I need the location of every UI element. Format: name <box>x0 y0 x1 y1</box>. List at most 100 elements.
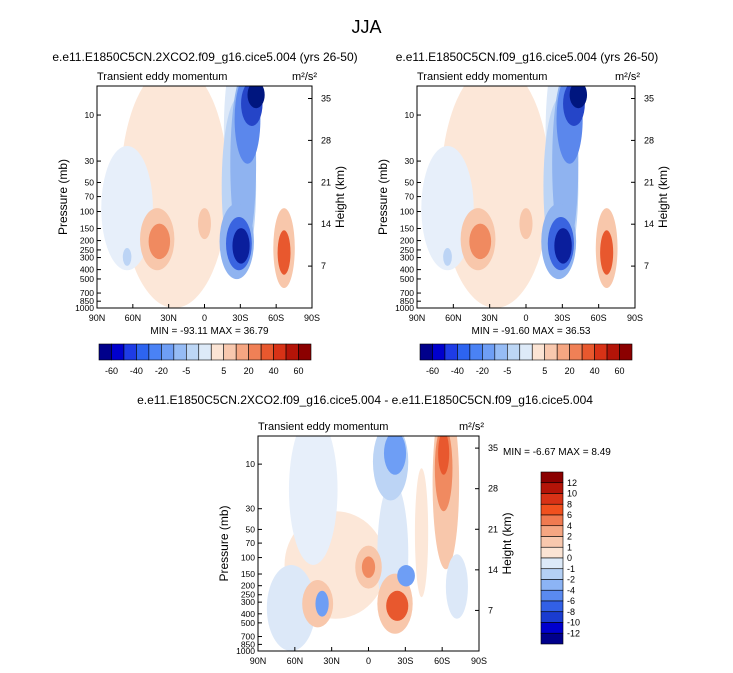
colorbar-swatch <box>111 343 125 361</box>
colorbar-swatch <box>260 343 274 361</box>
y-tick-label: 700 <box>241 632 255 642</box>
y-tick-label: 250 <box>241 590 255 600</box>
x-tick-label: 60N <box>445 313 462 323</box>
panel-title: e.e11.E1850C5CN.f09_g16.cice5.004 (yrs 2… <box>396 50 659 64</box>
colorbar-label: -2 <box>567 575 575 585</box>
colorbar-label: 1 <box>567 542 572 552</box>
colorbar-label: -8 <box>567 607 575 617</box>
colorbar-label: -4 <box>567 585 575 595</box>
y-tick-label: 200 <box>80 236 94 246</box>
colorbar-label: 5 <box>542 366 547 376</box>
contour-region <box>226 216 252 271</box>
y-right-tick-label: 7 <box>488 605 493 615</box>
contour-field <box>258 436 479 651</box>
contour-region <box>421 145 474 271</box>
contour-region <box>284 511 387 619</box>
colorbar-label: -60 <box>105 366 118 376</box>
x-tick-label: 60N <box>287 656 304 666</box>
colorbar-swatch <box>210 343 225 361</box>
x-tick-label: 30N <box>481 313 498 323</box>
y-tick-label: 1000 <box>75 303 94 313</box>
y-tick-label: 50 <box>246 524 256 534</box>
panel-top-right: e.e11.E1850C5CN.f09_g16.cice5.004 (yrs 2… <box>376 50 670 337</box>
contour-region <box>563 86 585 126</box>
contour-region <box>101 145 153 271</box>
y-tick-label: 300 <box>80 253 94 263</box>
y-tick-label: 30 <box>246 504 256 514</box>
contour-region <box>198 208 211 240</box>
y-tick-label: 850 <box>400 296 414 306</box>
colorbar-swatch <box>540 622 564 634</box>
y-tick-label: 1000 <box>236 646 255 656</box>
y-tick-label: 100 <box>241 553 255 563</box>
x-tick-label: 30N <box>323 656 340 666</box>
y-right-axis-label: Height (km) <box>333 166 347 228</box>
colorbar-swatch <box>494 343 508 361</box>
contour-region <box>247 86 265 109</box>
colorbar-swatch <box>540 632 564 645</box>
panel-variable-label: Transient eddy momentum <box>97 71 227 83</box>
y-tick-label: 150 <box>400 224 414 234</box>
y-right-tick-label: 7 <box>321 261 326 271</box>
contour-region <box>595 208 618 289</box>
colorbar-swatch <box>223 343 237 361</box>
panel-variable-label: Transient eddy momentum <box>258 421 388 433</box>
y-tick-label: 100 <box>400 207 414 217</box>
y-axis-label: Pressure (mb) <box>376 159 390 235</box>
y-tick-label: 850 <box>80 296 94 306</box>
colorbar-swatch <box>531 343 546 361</box>
colorbar-swatch <box>540 579 564 591</box>
page-title: JJA <box>351 17 382 37</box>
x-tick-label: 90N <box>89 313 106 323</box>
colorbar-label: -40 <box>451 366 464 376</box>
y-tick-label: 250 <box>400 245 414 255</box>
contour-region <box>397 565 415 587</box>
colorbar-label: 20 <box>565 366 575 376</box>
x-tick-label: 60S <box>591 313 607 323</box>
plot-frame <box>257 435 480 652</box>
contour-region <box>377 573 413 634</box>
plot-frame <box>96 85 313 309</box>
x-tick-label: 0 <box>523 313 528 323</box>
x-tick-label: 90S <box>471 656 487 666</box>
colorbar-swatch <box>540 493 564 505</box>
y-tick-label: 500 <box>80 274 94 284</box>
y-tick-label: 10 <box>405 110 415 120</box>
colorbar-swatch <box>540 546 564 559</box>
y-axis-label: Pressure (mb) <box>56 159 70 235</box>
x-tick-label: 90N <box>409 313 426 323</box>
colorbar-label: -20 <box>155 366 168 376</box>
colorbar-label: 5 <box>221 366 226 376</box>
colorbar-swatch <box>419 343 433 361</box>
colorbar-swatch <box>444 343 458 361</box>
contour-region <box>234 86 261 164</box>
colorbar-swatch <box>519 343 533 361</box>
y-tick-label: 50 <box>85 177 95 187</box>
colorbar-swatch <box>198 343 212 361</box>
colorbar-label: -5 <box>182 366 190 376</box>
y-tick-label: 30 <box>85 156 95 166</box>
colorbar-swatch <box>173 343 187 361</box>
colorbar-swatch <box>569 343 583 361</box>
field-background <box>258 436 479 651</box>
contour-region <box>460 208 496 271</box>
colorbar-label: 60 <box>615 366 625 376</box>
contour-region <box>547 216 574 271</box>
contour-region <box>241 86 263 126</box>
colorbar-label: 2 <box>567 532 572 542</box>
x-tick-label: 0 <box>366 656 371 666</box>
y-right-tick-label: 28 <box>644 135 654 145</box>
contour-region <box>120 86 229 308</box>
panel-title: e.e11.E1850C5CN.2XCO2.f09_g16.cice5.004 … <box>52 50 357 64</box>
y-right-tick-label: 21 <box>488 524 498 534</box>
panel-variable-label: Transient eddy momentum <box>417 71 547 83</box>
colorbar-swatch <box>273 343 287 361</box>
min-max-label: MIN = -93.11 MAX = 36.79 <box>150 326 269 337</box>
colorbar-swatch <box>285 343 299 361</box>
colorbar-swatch <box>482 343 496 361</box>
contour-region <box>148 223 171 260</box>
colorbar-label: 60 <box>294 366 304 376</box>
colorbar-swatch <box>594 343 608 361</box>
